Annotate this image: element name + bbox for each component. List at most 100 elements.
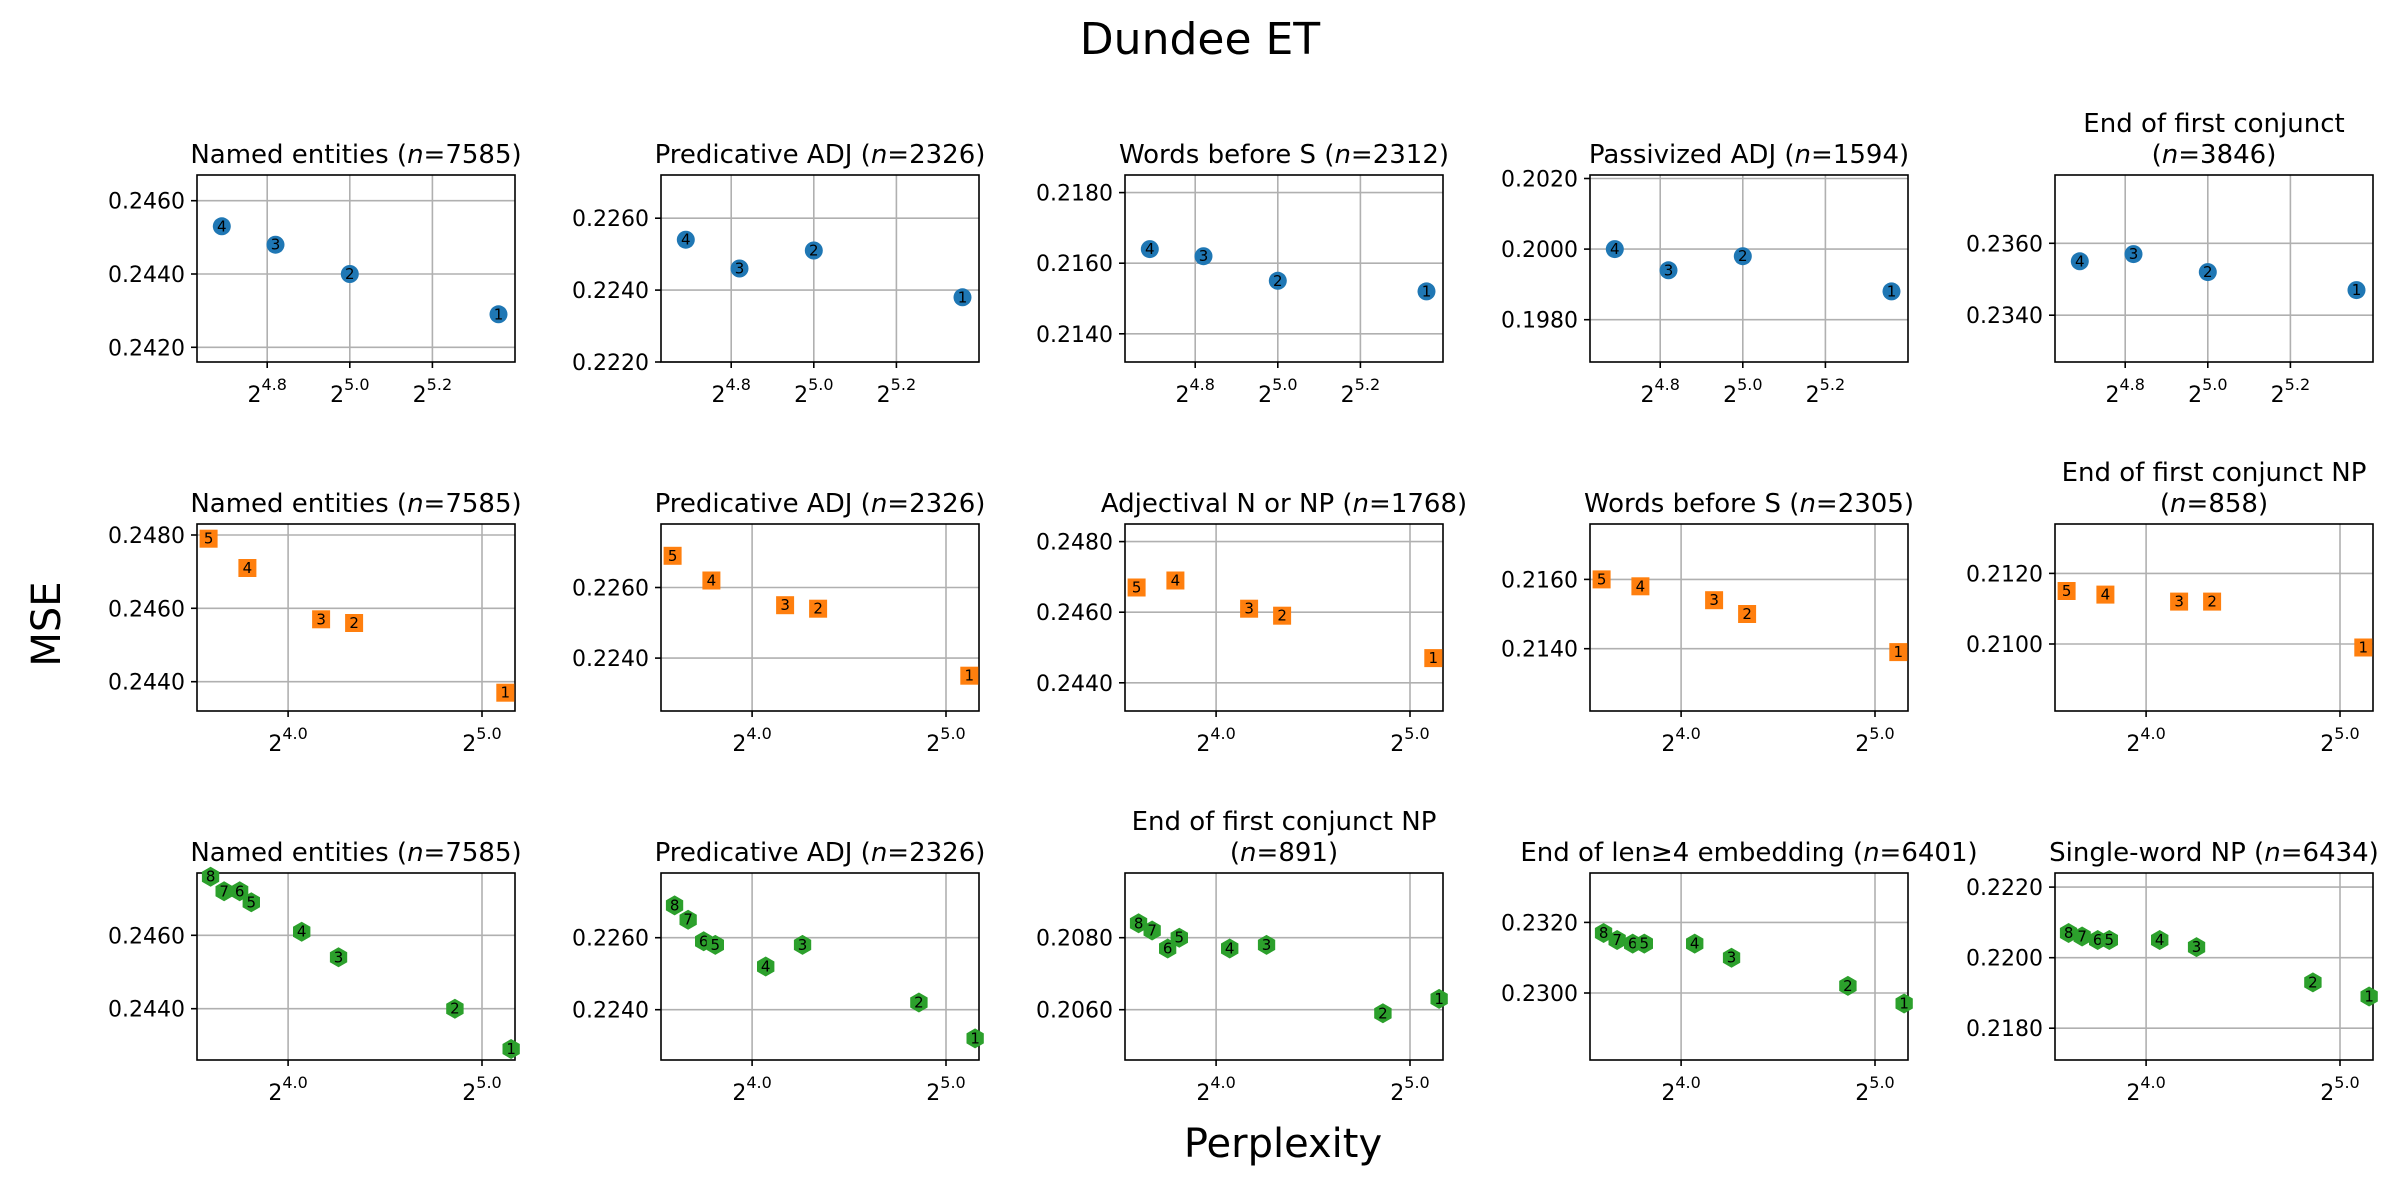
point-rank-label: 2 — [1738, 247, 1748, 265]
subplot-title-equals: = — [424, 838, 446, 868]
x-tick-exponent: 4.8 — [1189, 375, 1214, 394]
point-marker-circle — [266, 235, 285, 254]
subplot-title-close: ) — [1439, 140, 1449, 170]
x-tick-exponent: 5.0 — [1404, 1073, 1429, 1092]
subplot-title: End of first conjunct NP — [1132, 807, 1437, 837]
plot-area-frame — [660, 174, 980, 363]
data-point: 3 — [2187, 937, 2206, 958]
data-point: 5 — [663, 546, 682, 565]
point-marker-circle — [730, 259, 749, 278]
point-rank-label: 2 — [1843, 977, 1853, 995]
point-rank-label: 8 — [2064, 924, 2074, 942]
point-marker-square — [312, 610, 331, 629]
point-rank-label: 8 — [670, 896, 680, 914]
subplot-panel: Single-word NP (n=6434) 0.2180 0.2200 0.222… — [1966, 838, 2379, 1106]
point-marker-hexagon — [1895, 993, 1913, 1014]
subplot-title: End of first conjunct NP — [2062, 458, 2367, 488]
x-tick-exponent: 4.8 — [725, 375, 750, 394]
subplot-title-count: 6434 — [2302, 838, 2368, 868]
subplot-title-equals: = — [887, 140, 909, 170]
x-tick-exponent: 5.0 — [476, 1073, 501, 1092]
y-tick-label: 0.2000 — [1501, 238, 1578, 263]
y-tick-label: 0.2420 — [108, 336, 185, 361]
data-point: 1 — [1430, 988, 1448, 1009]
point-rank-label: 7 — [2077, 928, 2087, 946]
y-tick-label: 0.2120 — [1966, 562, 2043, 587]
figure-title: Dundee ET — [1080, 14, 1321, 65]
point-marker-circle — [804, 241, 823, 260]
subplot-title-close: ) — [2258, 489, 2268, 519]
x-tick-exponent: 5.0 — [476, 724, 501, 743]
point-marker-square — [1240, 599, 1259, 618]
point-marker-square — [1631, 577, 1650, 596]
subplot-title-text: Predicative ADJ ( — [655, 140, 871, 170]
point-rank-label: 4 — [2155, 931, 2165, 949]
data-point: 5 — [2100, 930, 2118, 950]
subplot-title-equals: = — [1257, 838, 1279, 868]
subplot-panel: End of first conjunct NP(n=891) 0.2060 0.2… — [1036, 807, 1448, 1106]
point-marker-square — [1273, 606, 1292, 625]
subplot-title-line2: (n=858) — [2160, 489, 2268, 519]
point-marker-circle — [676, 230, 695, 249]
x-tick-base: 2 — [462, 1081, 476, 1106]
x-tick-exponent: 4.0 — [1210, 724, 1235, 743]
point-rank-label: 1 — [494, 305, 504, 323]
plot-area-frame — [1124, 523, 1444, 712]
point-rank-label: 5 — [668, 547, 678, 565]
subplot-title-count: 2326 — [909, 140, 975, 170]
subplot-title-equals: = — [1351, 140, 1373, 170]
subplot-title-n-symbol: n — [2162, 140, 2178, 170]
data-point: 1 — [502, 1039, 520, 1059]
data-point: 4 — [1166, 571, 1185, 590]
data-point: 8 — [1594, 923, 1613, 943]
x-tick-exponent: 4.8 — [2119, 375, 2144, 394]
subplot-title-count: 7585 — [445, 838, 511, 868]
subplot-title-count: 7585 — [445, 140, 511, 170]
subplot-title-close: ) — [1328, 838, 1338, 868]
point-marker-square — [663, 546, 682, 565]
x-tick-base: 2 — [926, 1081, 940, 1106]
subplot-panel: Predicative ADJ (n=2326)0.22400.226024.0… — [572, 489, 985, 757]
point-rank-label: 1 — [1434, 990, 1444, 1008]
point-rank-label: 4 — [1690, 935, 1700, 953]
x-tick-exponent: 5.0 — [1737, 375, 1762, 394]
subplot-title-line2: (n=891) — [1230, 838, 1338, 868]
subplot-title: Named entities (n=7585) — [190, 140, 521, 170]
data-point: 2 — [809, 599, 828, 618]
data-point: 3 — [1705, 591, 1724, 610]
y-tick-label: 0.2440 — [108, 998, 185, 1023]
subplot-title: Named entities (n=7585) — [190, 838, 521, 868]
data-point: 3 — [793, 934, 812, 955]
x-tick-label: 24.0 — [268, 724, 307, 757]
subplot-title: Words before S (n=2305) — [1584, 489, 1914, 519]
subplot-title-close: ) — [975, 838, 985, 868]
point-rank-label: 4 — [681, 231, 691, 249]
x-tick-base: 2 — [1341, 383, 1355, 408]
point-marker-hexagon — [1839, 975, 1857, 996]
point-rank-label: 3 — [1199, 247, 1209, 265]
point-marker-hexagon — [706, 934, 724, 955]
data-point: 2 — [1839, 975, 1857, 996]
subplot-title: Named entities (n=7585) — [190, 489, 521, 519]
point-marker-hexagon — [966, 1028, 984, 1049]
x-tick-exponent: 5.0 — [344, 375, 369, 394]
subplot-title-count: 2326 — [909, 489, 975, 519]
point-marker-hexagon — [1608, 930, 1626, 950]
data-point: 5 — [199, 529, 218, 548]
data-point: 3 — [266, 235, 285, 254]
x-tick-label: 24.0 — [1661, 724, 1700, 757]
y-tick-label: 0.1980 — [1501, 309, 1578, 334]
data-point: 1 — [1895, 993, 1913, 1014]
point-marker-hexagon — [1374, 1003, 1392, 1024]
y-tick-label: 0.2260 — [572, 927, 649, 952]
data-point: 3 — [2170, 592, 2189, 611]
point-marker-circle — [2070, 252, 2089, 271]
subplot-title-n-symbol: n — [2264, 838, 2280, 868]
data-point: 3 — [312, 610, 331, 629]
x-tick-label: 24.8 — [711, 375, 750, 408]
subplot-title: Passivized ADJ (n=1594) — [1589, 140, 1909, 170]
y-tick-label: 0.2440 — [108, 263, 185, 288]
point-rank-label: 5 — [1640, 935, 1650, 953]
point-marker-hexagon — [1430, 988, 1448, 1009]
x-tick-base: 2 — [1661, 732, 1675, 757]
